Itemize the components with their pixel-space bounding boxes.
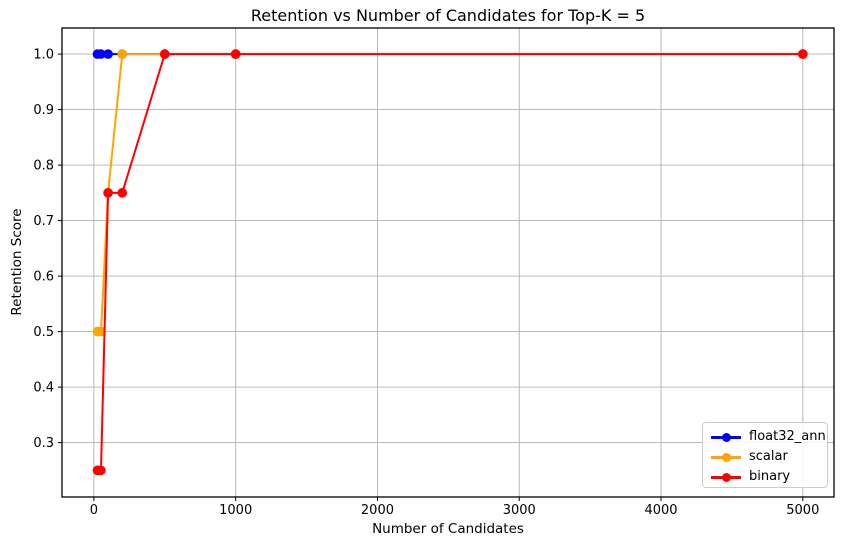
y-tick-label: 1.0: [33, 48, 54, 63]
x-tick-label: 1000: [219, 503, 252, 518]
data-point-binary: [230, 49, 241, 59]
data-point-binary: [103, 188, 113, 198]
data-point-binary: [96, 465, 106, 476]
x-tick-label: 3000: [503, 503, 536, 518]
y-tick-label: 0.9: [33, 103, 54, 118]
legend-line-marker-icon: [711, 452, 741, 462]
series-line-scalar: [97, 53, 803, 333]
legend-label: float32_ann: [749, 429, 826, 444]
y-axis-label: Retention Score: [9, 208, 25, 316]
data-point-binary: [159, 49, 170, 59]
legend-label: scalar: [749, 449, 788, 464]
chart-title: Retention vs Number of Candidates for To…: [250, 6, 646, 25]
legend-line-marker-icon: [711, 432, 741, 442]
x-tick-label: 5000: [786, 503, 819, 518]
data-point-scalar: [96, 326, 106, 337]
y-tick-label: 0.3: [33, 436, 54, 451]
legend: float32_ann scalar binary: [702, 422, 828, 488]
y-tick-label: 0.6: [33, 270, 54, 285]
legend-line-marker-icon: [711, 472, 741, 482]
data-point-float32_ann: [103, 49, 113, 59]
x-tick-label: 0: [90, 503, 98, 518]
y-tick-label: 0.5: [33, 325, 54, 340]
y-tick-label: 0.4: [33, 381, 54, 396]
legend-item-scalar: scalar: [711, 447, 827, 467]
y-tick-label: 0.7: [33, 214, 54, 229]
legend-item-binary: binary: [711, 467, 827, 487]
x-axis-label: Number of Candidates: [372, 521, 524, 537]
series-line-binary: [97, 53, 803, 472]
data-point-binary: [117, 188, 128, 198]
plot-border: [61, 27, 835, 498]
legend-label: binary: [749, 469, 791, 484]
data-point-scalar: [117, 49, 128, 59]
data-point-float32_ann: [96, 49, 106, 59]
x-tick-label: 2000: [361, 503, 394, 518]
data-point-binary: [798, 49, 808, 59]
x-tick-label: 4000: [644, 503, 677, 518]
legend-item-float32-ann: float32_ann: [711, 427, 827, 447]
y-tick-label: 0.8: [33, 159, 54, 174]
